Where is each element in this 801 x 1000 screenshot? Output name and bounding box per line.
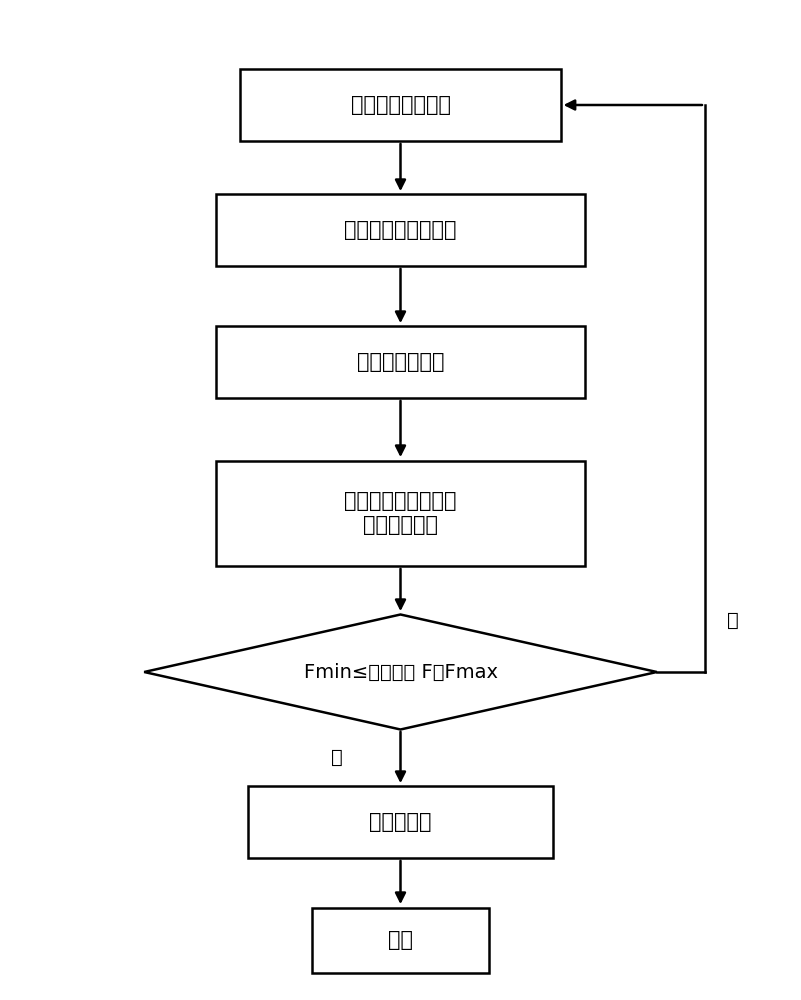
Text: 连接各检测设备: 连接各检测设备 (356, 352, 445, 372)
Text: 显示测量值: 显示测量值 (369, 812, 432, 832)
Text: 是: 是 (331, 748, 342, 767)
Text: 对计算机输入、校验
各传感器参数: 对计算机输入、校验 各传感器参数 (344, 491, 457, 535)
Text: 组装并安装传感器组: 组装并安装传感器组 (344, 220, 457, 240)
Bar (248, 786, 553, 858)
Bar (216, 460, 585, 566)
Bar (216, 194, 585, 266)
Polygon shape (144, 614, 657, 730)
Text: Fmin≤检测拉力 F＜Fmax: Fmin≤检测拉力 F＜Fmax (304, 662, 497, 682)
Bar (216, 326, 585, 398)
Text: 结束: 结束 (388, 930, 413, 950)
Text: 否: 否 (727, 610, 739, 630)
Text: 确定传感器各参数: 确定传感器各参数 (351, 95, 450, 115)
Bar (240, 69, 561, 141)
Bar (312, 908, 489, 972)
